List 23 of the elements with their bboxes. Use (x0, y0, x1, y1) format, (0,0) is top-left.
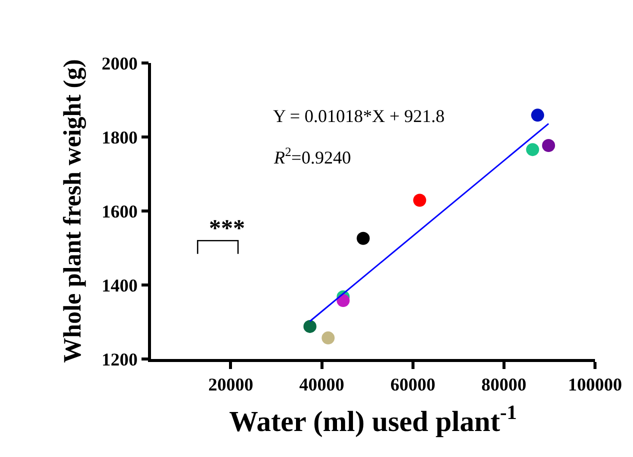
point (336, 294, 350, 308)
x-tick-label: 40000 (299, 374, 344, 394)
point (413, 194, 426, 207)
point (322, 331, 335, 344)
point (356, 232, 370, 245)
y-tick-label: 1200 (102, 349, 138, 370)
x-tick-label: 20000 (208, 374, 254, 394)
annotation: *** (209, 216, 245, 242)
annotation: Y = 0.01018*X + 921.8 (273, 106, 445, 126)
x-tick-label: 100000 (568, 374, 622, 394)
y-tick-label: 1800 (102, 127, 138, 148)
y-tick-label: 2000 (102, 53, 138, 74)
x-axis-title: Water (ml) used plant$^{-1}$ (229, 402, 517, 438)
annotation: R$^{2}$=0.9240 (273, 145, 351, 168)
y-axis-title: Whole plant fresh weight (g) (59, 59, 86, 363)
y-tick-label: 1400 (102, 275, 138, 296)
x-tick-label: 80000 (481, 374, 526, 394)
x-tick-label: 60000 (390, 374, 436, 394)
point (303, 320, 316, 333)
point (526, 143, 540, 156)
y-tick-label: 1600 (102, 201, 138, 222)
point (531, 108, 544, 122)
point (542, 139, 556, 152)
